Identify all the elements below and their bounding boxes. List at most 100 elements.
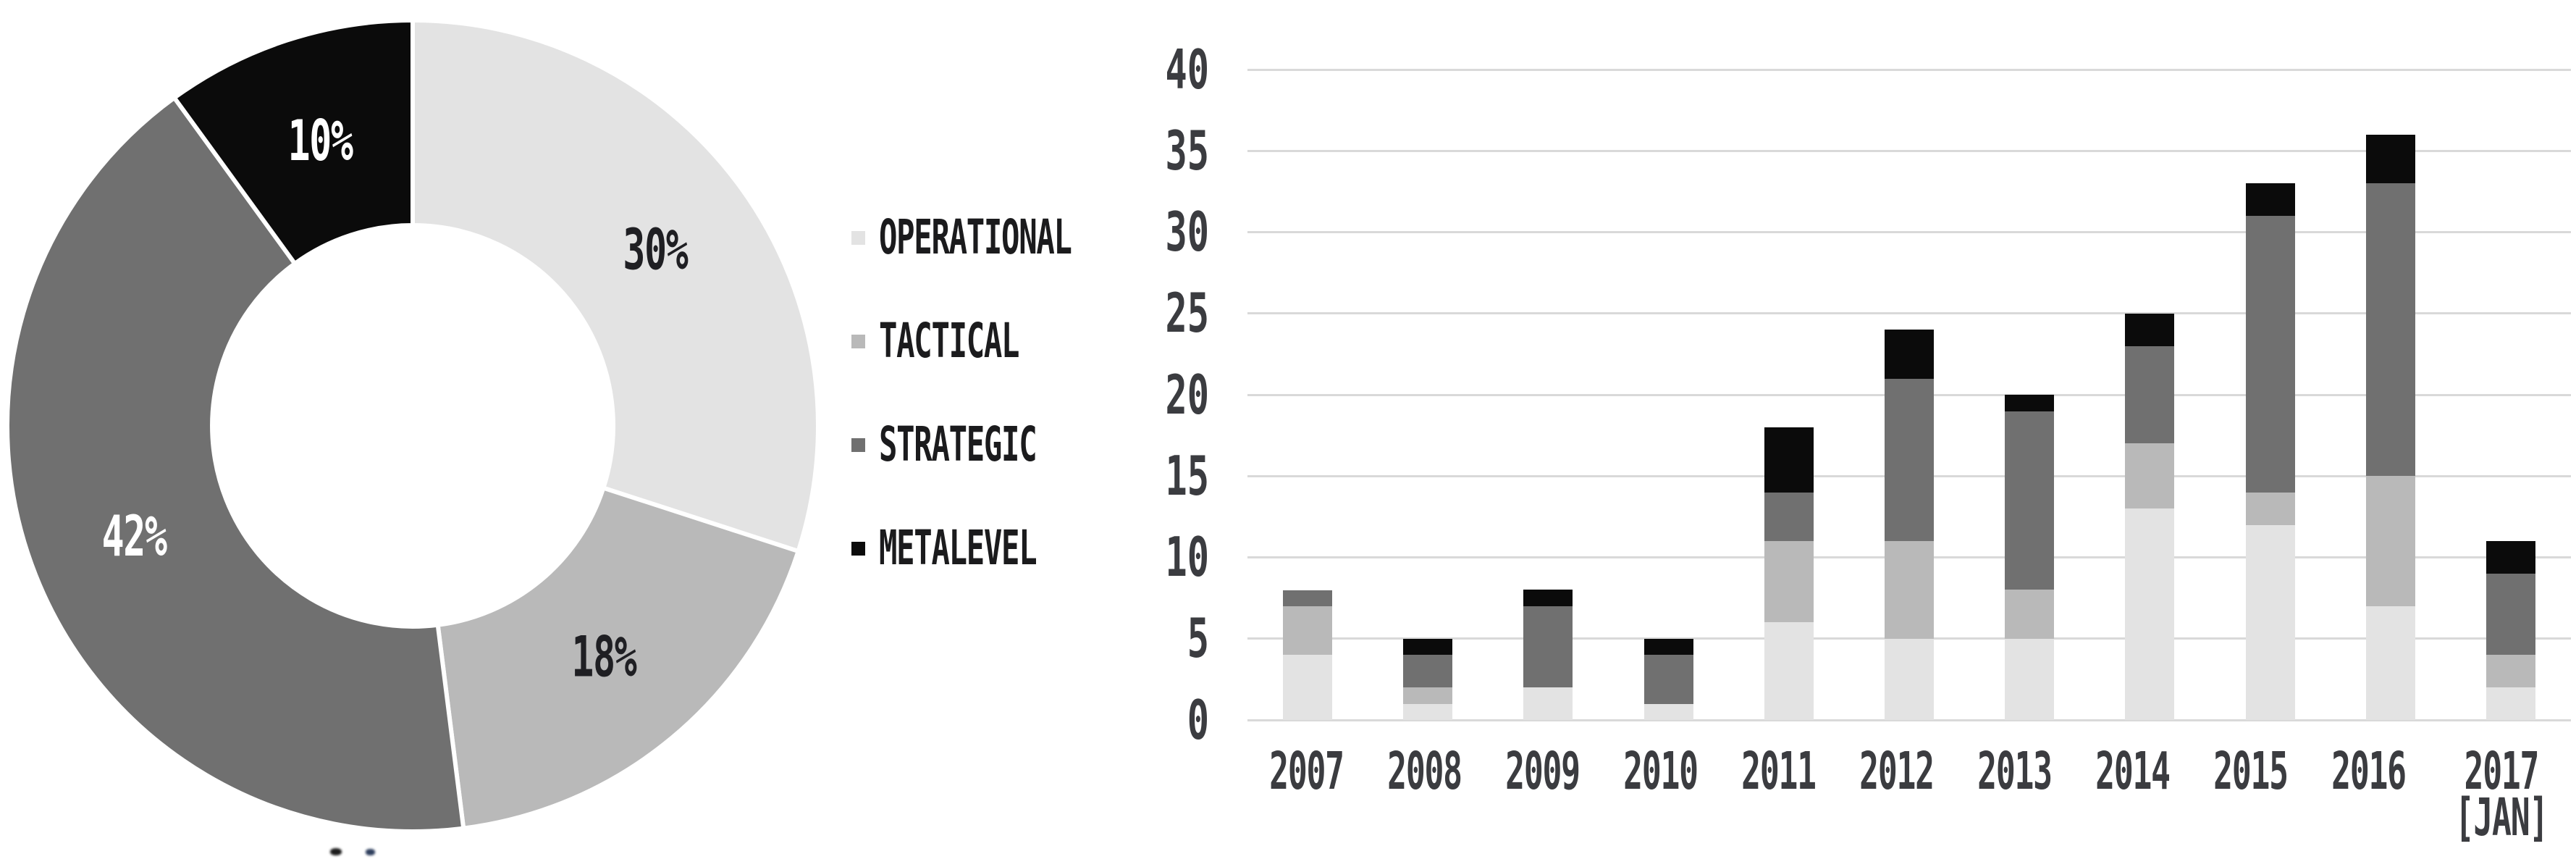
bar-segment-metalevel [2245,183,2295,217]
bar-segment-strategic [2005,411,2055,590]
bar-segment-strategic [1403,655,1453,688]
bar-segment-operational [2245,524,2295,720]
bar-segment-strategic [2125,345,2175,444]
caption-mark [366,849,375,855]
legend-item-operational: OPERATIONAL [851,214,1179,261]
legend-label: STRATEGIC [879,416,1037,472]
bar-column-2010 [1609,70,1729,720]
legend-label: TACTICAL [879,313,1019,369]
bar-column-2017 [2451,70,2571,720]
donut-slice-value-label: 30% [623,217,689,282]
x-tick-label: 2016 [2310,741,2428,841]
bar-segment-operational [1283,655,1333,720]
bar-column-2012 [1849,70,1969,720]
x-tick-label-text: 2016 [2331,741,2407,801]
caption-mark [330,848,342,855]
bar-stack [2125,313,2175,720]
y-tick-label-30: 30 [1165,200,1209,264]
gridline-35 [1247,149,2571,152]
legend-swatch [851,541,865,556]
bar-stack [2005,395,2055,720]
bar-stack [2245,183,2295,720]
bar-segment-strategic [2365,183,2415,477]
bar-segment-metalevel [1885,330,1935,379]
bars [1247,70,2571,720]
x-tick-label-text: 2013 [1977,741,2053,801]
bar-segment-strategic [1643,655,1693,704]
y-tick-label-10: 10 [1165,525,1209,589]
bar-stack [1403,638,1453,720]
legend-label: OPERATIONAL [879,209,1072,265]
bar-segment-tactical [1764,541,1814,623]
x-tick-label: 2011 [1720,741,1838,841]
donut-slice-strategic [5,94,466,834]
bar-segment-tactical [2005,590,2055,639]
y-tick-label-5: 5 [1187,606,1209,671]
bar-segment-tactical [1403,687,1453,704]
x-tick-label: 2013 [1956,741,2074,841]
y-tick-label-40: 40 [1165,37,1209,101]
bar-segment-tactical [2125,443,2175,509]
bar-segment-tactical [1283,606,1333,656]
bar-segment-tactical [2365,476,2415,606]
x-tick-label-text: 2015 [2213,741,2289,801]
bar-segment-metalevel [1643,638,1693,656]
bar-segment-operational [2005,638,2055,720]
bar-column-2016 [2331,70,2451,720]
x-tick-label: 2007 [1247,741,1365,841]
bar-segment-metalevel [2125,313,2175,346]
bar-segment-operational [1764,622,1814,720]
x-tick-label: 2010 [1601,741,1720,841]
bar-segment-strategic [1764,492,1814,542]
y-tick-label-35: 35 [1165,118,1209,183]
y-tick-label-15: 15 [1165,443,1209,508]
legend-swatch [851,334,865,348]
bar-segment-metalevel [2365,134,2415,184]
x-tick-label: 2017 [JAN] [2428,741,2575,847]
bar-segment-metalevel [1523,590,1573,606]
x-tick-label-text: 2017 [JAN] [2454,741,2549,847]
x-tick-label: 2015 [2192,741,2310,841]
donut-slice-operational [411,17,820,554]
bar-segment-strategic [1283,590,1333,606]
bar-segment-operational [2125,508,2175,720]
bar-stack [2485,541,2535,720]
bar-segment-metalevel [1403,638,1453,656]
bar-segment-strategic [2485,573,2535,656]
donut-slice-value-label: 18% [571,624,637,690]
bar-segment-strategic [1885,378,1935,542]
x-tick-label: 2008 [1365,745,1483,841]
bar-segment-metalevel [2485,541,2535,574]
bar-segment-metalevel [1764,427,1814,493]
gridline-40 [1247,68,2571,71]
x-tick-label-text: 2007 [1269,741,1344,801]
gridline-30 [1247,231,2571,233]
bar-segment-strategic [2245,216,2295,493]
stacked-bar-chart [1247,68,2571,721]
bar-stack [1885,330,1935,720]
bar-column-2015 [2210,70,2331,720]
donut-slice-metalevel [171,17,415,267]
bar-column-2009 [1488,70,1608,720]
gridline-0 [1247,719,2571,721]
x-tick-label: 2009 [1483,741,1601,841]
bar-column-2008 [1368,70,1488,720]
x-tick-label-text: 2014 [2095,741,2171,801]
y-tick-label-20: 20 [1165,362,1209,427]
x-tick-label-text: 2011 [1741,741,1817,801]
bar-column-2014 [2089,70,2210,720]
bar-segment-operational [1523,687,1573,720]
bar-segment-tactical [1885,541,1935,639]
bar-segment-operational [2485,687,2535,720]
x-tick-label-text: 2009 [1505,741,1580,801]
bar-stack [1283,590,1333,720]
bar-segment-strategic [1523,606,1573,688]
bar-column-2011 [1729,70,1849,720]
bar-stack [1643,638,1693,720]
legend-item-tactical: TACTICAL [851,317,1098,365]
bar-column-2007 [1247,70,1368,720]
x-tick-label-text: 2010 [1623,741,1699,801]
legend-swatch [851,437,865,452]
bar-segment-metalevel [2005,395,2055,411]
